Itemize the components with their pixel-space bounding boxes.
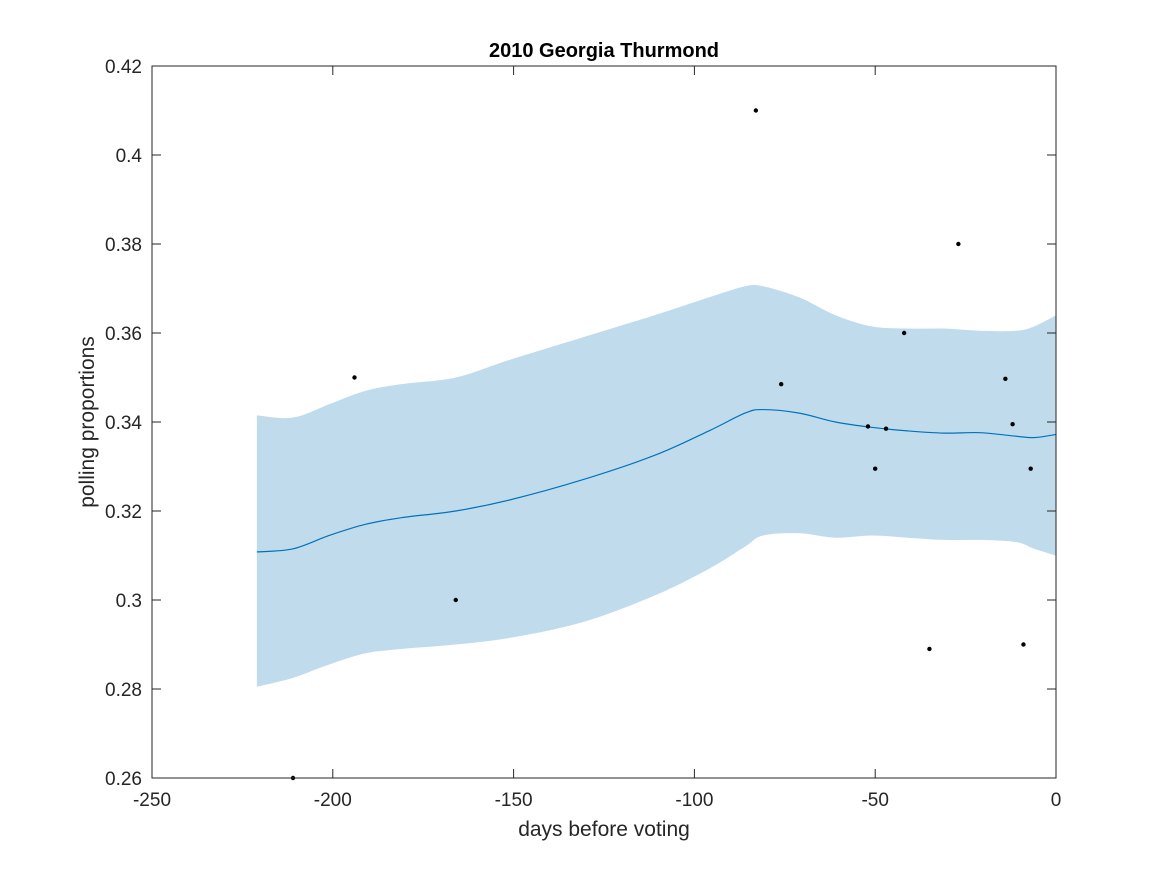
poll-point bbox=[1028, 466, 1033, 471]
trend-line bbox=[256, 408, 1057, 553]
poll-point bbox=[453, 597, 458, 603]
y-axis-ticks: 0.26 0.28 0.3 0.32 0.34 0.36 0.38 0.4 0.42 bbox=[105, 57, 1056, 790]
y-tick-label: 0.34 bbox=[105, 413, 142, 434]
x-tick-label: -200 bbox=[314, 790, 352, 811]
poll-point bbox=[352, 375, 357, 380]
x-tick-label: -150 bbox=[495, 790, 533, 811]
poll-point bbox=[1021, 642, 1026, 647]
poll-point bbox=[873, 466, 878, 471]
poll-point bbox=[753, 108, 759, 113]
y-tick-label: 0.28 bbox=[105, 680, 142, 701]
confidence-band-layer bbox=[256, 284, 1056, 687]
chart-title: 2010 Georgia Thurmond bbox=[489, 40, 719, 62]
poll-point bbox=[865, 424, 871, 429]
confidence-band bbox=[256, 284, 1056, 687]
y-tick-label: 0.32 bbox=[105, 502, 142, 523]
poll-point bbox=[956, 241, 961, 247]
y-tick-label: 0.26 bbox=[105, 769, 142, 790]
y-tick-label: 0.36 bbox=[105, 324, 142, 345]
x-axis-ticks: -250 -200 -150 -100 -50 0 bbox=[133, 66, 1061, 811]
poll-point bbox=[901, 330, 907, 336]
y-tick-label: 0.42 bbox=[105, 57, 142, 78]
poll-points-layer bbox=[290, 108, 1033, 781]
y-axis-label: polling proportions bbox=[76, 336, 99, 508]
poll-point bbox=[778, 381, 784, 387]
poll-point bbox=[883, 426, 889, 431]
x-axis-label: days before voting bbox=[518, 818, 690, 841]
x-tick-label: -100 bbox=[675, 790, 713, 811]
y-tick-label: 0.3 bbox=[116, 591, 142, 612]
poll-point bbox=[1003, 376, 1008, 382]
y-tick-label: 0.38 bbox=[105, 235, 142, 256]
poll-point bbox=[1010, 422, 1015, 427]
x-tick-label: -250 bbox=[133, 790, 171, 811]
trend-line-layer bbox=[256, 408, 1057, 553]
poll-point bbox=[927, 646, 932, 652]
x-tick-label: 0 bbox=[1051, 790, 1062, 811]
x-tick-label: -50 bbox=[861, 790, 888, 811]
y-tick-label: 0.4 bbox=[116, 146, 143, 167]
